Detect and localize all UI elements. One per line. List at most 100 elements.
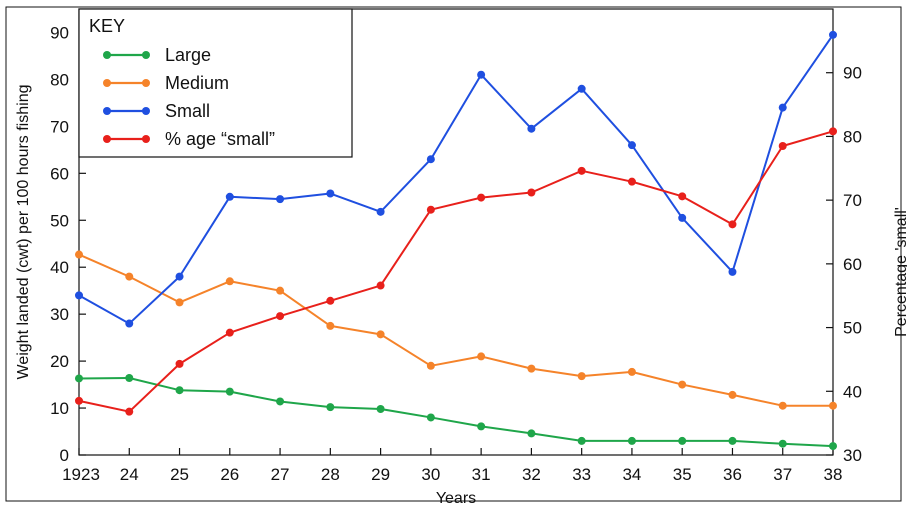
- x-tick-label: 38: [824, 465, 843, 484]
- data-point-large: [326, 403, 335, 412]
- x-tick-label: 35: [673, 465, 692, 484]
- data-point-large: [376, 404, 385, 413]
- y-tick-label: 60: [50, 164, 69, 183]
- x-tick-label: 27: [271, 465, 290, 484]
- x-tick-label: 1923: [62, 465, 100, 484]
- data-point-age-small: [527, 188, 536, 197]
- data-point-medium: [829, 401, 837, 410]
- data-point-medium: [778, 401, 787, 410]
- series-line-medium: [78, 253, 833, 407]
- data-point-large: [75, 374, 83, 383]
- y-axis-title: Weight landed (cwt) per 100 hours fishin…: [15, 85, 32, 380]
- data-point-small: [678, 213, 687, 222]
- data-point-age-small: [477, 193, 486, 202]
- y-tick-label: 80: [50, 70, 69, 89]
- x-tick-label: 30: [421, 465, 440, 484]
- legend-swatch-marker: [142, 107, 150, 115]
- plot-area: [78, 8, 834, 456]
- x-tick-label: 28: [321, 465, 340, 484]
- legend-label: Large: [165, 45, 211, 65]
- data-point-medium: [477, 352, 486, 361]
- y-tick-label: 70: [50, 117, 69, 136]
- legend-swatch-marker: [103, 79, 111, 87]
- data-point-small: [477, 70, 486, 79]
- y2-tick-label: 50: [843, 319, 862, 338]
- series-line-age-small: [78, 130, 834, 413]
- data-point-age-small: [577, 166, 586, 175]
- data-point-small: [326, 189, 335, 198]
- y-tick-label: 10: [50, 399, 69, 418]
- x-tick-label: 32: [522, 465, 541, 484]
- x-tick-label: 36: [723, 465, 742, 484]
- data-point-age-small: [728, 220, 737, 229]
- data-point-small: [577, 84, 586, 93]
- x-tick-label: 37: [773, 465, 792, 484]
- data-point-small: [276, 195, 285, 204]
- x-tick-label: 34: [622, 465, 641, 484]
- x-tick-label: 26: [220, 465, 239, 484]
- legend-label: Medium: [165, 73, 229, 93]
- legend-label: % age “small”: [165, 129, 275, 149]
- data-point-small: [175, 272, 184, 281]
- data-point-age-small: [778, 141, 787, 150]
- data-point-medium: [728, 390, 737, 399]
- series-line-large: [78, 377, 834, 448]
- data-point-age-small: [627, 177, 636, 186]
- data-point-large: [778, 439, 787, 448]
- legend-swatch-marker: [142, 79, 150, 87]
- axes: 0 10 20 30 40 50 60 70 80 90 30 40 50 60 70 80 90 1923 24 2…: [50, 23, 862, 484]
- data-point-small: [627, 141, 636, 150]
- data-point-medium: [376, 330, 385, 339]
- y-tick-label: 50: [50, 211, 69, 230]
- y2-tick-label: 30: [843, 446, 862, 465]
- x-tick-label: 33: [572, 465, 591, 484]
- y-tick-label: 30: [50, 305, 69, 324]
- plot-frame: [78, 8, 834, 456]
- data-point-large: [125, 374, 134, 383]
- data-point-medium: [276, 286, 285, 295]
- data-point-medium: [175, 298, 184, 307]
- data-point-medium: [426, 361, 435, 370]
- y2-tick-label: 70: [843, 191, 862, 210]
- data-point-small: [426, 155, 435, 164]
- data-point-small: [778, 103, 787, 112]
- y2-tick-label: 40: [843, 382, 862, 401]
- data-point-medium: [326, 321, 335, 330]
- legend-swatch-marker: [142, 135, 150, 143]
- legend: KEY Large Medium Small % age “small”: [78, 8, 353, 158]
- data-point-age-small: [829, 127, 837, 136]
- data-point-age-small: [75, 396, 83, 405]
- y2-tick-label: 60: [843, 255, 862, 274]
- data-point-large: [426, 413, 435, 422]
- data-point-large: [477, 422, 486, 431]
- legend-swatch-marker: [103, 107, 111, 115]
- data-point-large: [175, 386, 184, 395]
- data-point-medium: [527, 364, 536, 373]
- data-point-medium: [125, 272, 134, 281]
- y2-tick-label: 80: [843, 127, 862, 146]
- data-point-age-small: [225, 328, 234, 337]
- y-tick-label: 0: [60, 446, 69, 465]
- data-point-age-small: [326, 296, 335, 305]
- data-point-age-small: [125, 407, 134, 416]
- x-tick-label: 29: [371, 465, 390, 484]
- x-tick-label: 24: [120, 465, 139, 484]
- y-tick-label: 90: [50, 23, 69, 42]
- data-point-large: [527, 429, 536, 438]
- data-point-small: [527, 124, 536, 133]
- y-tick-label: 40: [50, 258, 69, 277]
- data-point-medium: [225, 277, 234, 286]
- legend-title: KEY: [89, 16, 125, 36]
- data-point-large: [678, 436, 687, 445]
- y2-axis-title: Percentage 'small': [893, 207, 907, 337]
- data-point-large: [577, 436, 586, 445]
- data-point-small: [728, 267, 737, 276]
- series-layer: [75, 30, 837, 451]
- legend-swatch-marker: [103, 51, 111, 59]
- legend-swatch-marker: [103, 135, 111, 143]
- data-point-small: [376, 207, 385, 216]
- data-point-small: [829, 30, 837, 39]
- data-point-age-small: [678, 192, 687, 201]
